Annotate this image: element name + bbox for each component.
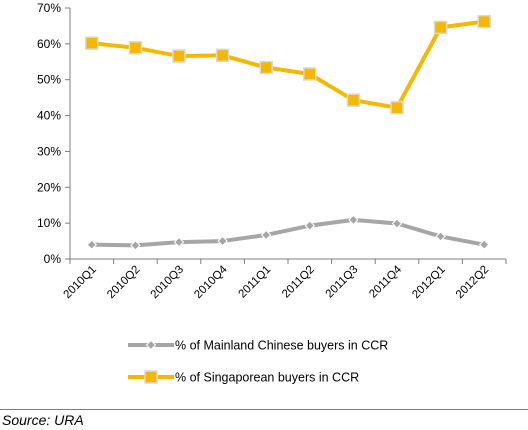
y-axis-ticks: 0% 10% 20% 30% 40% 50% 60% 70% [37,1,70,266]
x-tick-label: 2011Q4 [367,263,404,300]
data-point [390,100,404,115]
y-tick-label: 70% [37,1,61,15]
data-point [304,220,316,231]
data-point [260,229,272,241]
data-point [85,36,99,50]
y-tick-label: 30% [37,144,61,158]
series-line [91,19,485,110]
legend-label: % of Mainland Chinese buyers in CCR [175,339,388,353]
x-tick-label: 2012Q2 [454,264,491,301]
legend-entry: % of Mainland Chinese buyers in CCR [128,339,388,353]
x-axis-ticks: 2010Q1 2010Q2 2010Q3 2010Q4 2011Q1 2011Q2 2011… [61,259,507,301]
data-point [172,49,186,63]
y-tick-label: 50% [37,73,61,87]
y-tick-label: 10% [37,216,61,230]
data-point [259,60,273,75]
legend: % of Mainland Chinese buyers in CCR % of … [128,339,388,385]
data-point [217,235,228,247]
x-tick-label: 2011Q2 [280,264,317,301]
data-point [433,20,448,35]
y-tick-label: 40% [37,109,61,123]
legend-label: % of Singaporean buyers in CCR [175,371,359,385]
y-tick-label: 0% [44,252,62,266]
y-tick-label: 60% [37,37,61,51]
x-tick-label: 2011Q3 [324,264,361,301]
y-tick-label: 20% [37,180,61,194]
series-1 [86,214,490,251]
data-point [86,239,98,250]
series-layer [85,14,491,251]
line-chart: 0%10%20%30%40%50%60%70% 2010Q1 2010Q2 2010… [37,1,507,385]
data-point [348,214,359,226]
data-point [173,236,185,248]
data-point [346,93,361,107]
data-point [130,240,141,251]
x-tick-label: 2010Q4 [192,263,230,301]
data-point [303,67,317,81]
data-point [215,48,230,63]
legend-swatch-marker [145,339,157,351]
x-tick-label: 2010Q3 [149,264,186,301]
data-point [435,231,446,242]
source-note: Source: URA [2,412,84,428]
source-divider [0,409,528,410]
data-point [477,14,491,29]
data-point [391,218,403,229]
series-2 [85,14,491,115]
series-line [91,217,485,248]
legend-swatch-marker [144,370,158,384]
x-tick-label: 2012Q1 [410,264,447,301]
x-tick-label: 2010Q2 [105,264,142,301]
legend-entry: % of Singaporean buyers in CCR [128,370,359,385]
x-tick-label: 2010Q1 [61,264,98,301]
data-point [478,239,490,250]
x-tick-label: 2011Q1 [236,264,273,301]
data-point [128,41,143,55]
